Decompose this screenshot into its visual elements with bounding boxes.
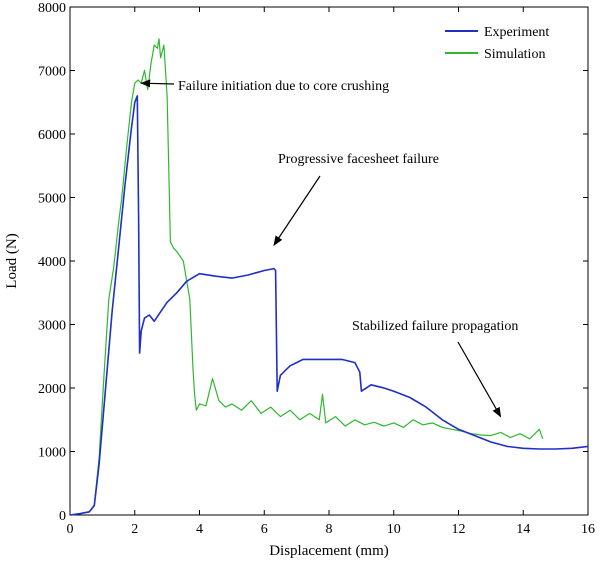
annotation-layer: Failure initiation due to core crushing P… [140, 79, 518, 418]
legend-label-simulation: Simulation [484, 47, 545, 62]
y-tick-label: 1000 [38, 446, 66, 461]
legend: Experiment Simulation [438, 13, 584, 67]
x-tick-label: 0 [67, 522, 74, 537]
x-tick-label: 16 [581, 522, 595, 537]
x-tick-label: 2 [131, 522, 138, 537]
y-axis-title: Load (N) [4, 233, 20, 288]
annotation-label: Failure initiation due to core crushing [178, 79, 389, 94]
plot-area [69, 6, 589, 516]
x-tick-label: 12 [452, 522, 466, 537]
x-axis-title: Displacement (mm) [269, 543, 389, 559]
y-tick-label: 0 [59, 509, 66, 524]
series-layer [69, 38, 589, 516]
series-line-experiment [69, 95, 589, 516]
y-axis-ticks: 0 1000 2000 3000 4000 5000 6000 7000 8000 [38, 1, 588, 524]
x-axis-ticks: 0 2 4 6 8 10 12 14 16 [67, 7, 595, 537]
x-tick-label: 14 [516, 522, 530, 537]
y-tick-label: 2000 [38, 382, 66, 397]
x-tick-label: 4 [196, 522, 203, 537]
annotation-label: Stabilized failure propagation [352, 319, 518, 334]
x-tick-label: 10 [387, 522, 401, 537]
y-tick-label: 6000 [38, 128, 66, 143]
y-tick-label: 7000 [38, 65, 66, 80]
x-tick-label: 8 [326, 522, 333, 537]
y-tick-label: 4000 [38, 255, 66, 270]
y-tick-label: 3000 [38, 319, 66, 334]
y-tick-label: 8000 [38, 1, 66, 16]
annotation-label: Progressive facesheet failure [278, 152, 439, 167]
x-tick-label: 6 [261, 522, 268, 537]
y-tick-label: 5000 [38, 192, 66, 207]
legend-box [438, 13, 584, 67]
annotation-arrow [140, 79, 175, 88]
series-line-simulation [69, 38, 544, 516]
annotation-arrow [273, 175, 321, 246]
annotation-arrow [457, 341, 502, 418]
legend-label-experiment: Experiment [484, 25, 549, 40]
